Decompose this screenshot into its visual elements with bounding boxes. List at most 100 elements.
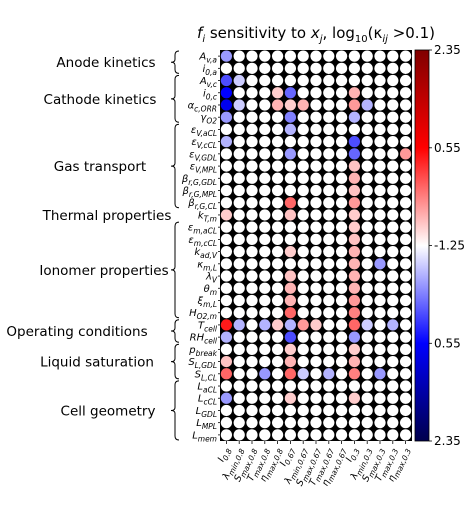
heatmap-cell [220, 233, 233, 246]
heatmap-cell [246, 380, 258, 392]
heatmap-cell [361, 282, 373, 294]
row-label: εV,aCL [191, 125, 217, 138]
heatmap-cell [335, 136, 348, 148]
heatmap-cell [271, 392, 284, 404]
heatmap-cell [259, 319, 271, 331]
heatmap-cell [297, 172, 309, 184]
heatmap-cell [259, 87, 271, 99]
heatmap-cell [387, 245, 399, 258]
row-label: LMPL [196, 418, 217, 431]
row-label: εm,cCL [188, 235, 217, 248]
heatmap-cell [348, 50, 361, 62]
heatmap-cell [233, 111, 245, 123]
heatmap-cell [220, 331, 233, 343]
heatmap-cell [297, 319, 309, 331]
heatmap-cell [246, 160, 258, 172]
heatmap-cell [220, 368, 233, 380]
heatmap-cell [335, 258, 348, 270]
heatmap-cell [220, 392, 233, 404]
heatmap-cell [284, 221, 297, 233]
heatmap-cell [335, 368, 348, 380]
heatmap-cell [259, 160, 271, 172]
heatmap-cell [348, 221, 361, 233]
heatmap-cell [220, 245, 233, 258]
heatmap-cell [399, 148, 412, 160]
heatmap-cell [310, 429, 322, 441]
heatmap-cell [323, 172, 335, 184]
heatmap-cell [246, 355, 258, 368]
heatmap-cell [246, 307, 258, 319]
heatmap-cell [335, 294, 348, 307]
heatmap-cell [399, 429, 412, 441]
heatmap-cell [310, 74, 322, 87]
heatmap-cell [335, 392, 348, 404]
heatmap-cell [335, 355, 348, 368]
row-label: SL,CL [195, 369, 217, 382]
heatmap-cell [335, 343, 348, 355]
heatmap-cell [335, 404, 348, 417]
heatmap-cell [361, 294, 373, 307]
heatmap-cell [399, 50, 412, 62]
heatmap-cell [297, 197, 309, 209]
heatmap-cell [233, 368, 245, 380]
heatmap-cell [271, 417, 284, 429]
heatmap-cell [310, 404, 322, 417]
heatmap-cell [220, 355, 233, 368]
heatmap-cell [310, 160, 322, 172]
heatmap-cell [297, 355, 309, 368]
heatmap-cell [246, 417, 258, 429]
heatmap-cell [220, 343, 233, 355]
heatmap-cell [361, 270, 373, 282]
heatmap-cell [220, 148, 233, 160]
heatmap-cell [284, 123, 297, 136]
heatmap-cell [246, 343, 258, 355]
heatmap-cell [323, 62, 335, 74]
heatmap-cell [284, 307, 297, 319]
heatmap-cell [387, 184, 399, 197]
heatmap-cell [297, 136, 309, 148]
heatmap-cell [271, 245, 284, 258]
heatmap-cell [233, 123, 245, 136]
heatmap-cell [233, 429, 245, 441]
heatmap-cell [323, 209, 335, 221]
heatmap-cell [374, 319, 386, 331]
heatmap-cell [348, 99, 361, 111]
heatmap-cell [361, 355, 373, 368]
row-label: αc,ORR [188, 100, 217, 113]
heatmap-cell [335, 245, 348, 258]
heatmap-cell [233, 319, 245, 331]
heatmap-cell [399, 74, 412, 87]
heatmap-cell [259, 331, 271, 343]
heatmap-cell [259, 209, 271, 221]
heatmap-cell [323, 331, 335, 343]
heatmap-cell [220, 99, 233, 111]
heatmap-cell [271, 258, 284, 270]
heatmap-cell [297, 62, 309, 74]
heatmap-cell [284, 355, 297, 368]
heatmap-cell [259, 355, 271, 368]
heatmap-cell [246, 50, 258, 62]
heatmap-cell [271, 233, 284, 246]
heatmap-cell [259, 233, 271, 246]
heatmap-cell [387, 417, 399, 429]
heatmap-cell [323, 87, 335, 99]
group-brace [170, 123, 180, 209]
heatmap-cell [374, 62, 386, 74]
heatmap-cell [259, 282, 271, 294]
heatmap-cell [233, 184, 245, 197]
heatmap-cell [323, 270, 335, 282]
heatmap-cell [361, 319, 373, 331]
heatmap-cell [246, 62, 258, 74]
heatmap-cell [259, 270, 271, 282]
heatmap-cell [374, 87, 386, 99]
heatmap-cell [271, 62, 284, 74]
heatmap-cell [310, 50, 322, 62]
heatmap-grid [220, 50, 412, 441]
group-brace [170, 50, 180, 74]
heatmap-cell [284, 392, 297, 404]
heatmap-cell [246, 319, 258, 331]
heatmap-cell [220, 307, 233, 319]
heatmap-cell [233, 136, 245, 148]
